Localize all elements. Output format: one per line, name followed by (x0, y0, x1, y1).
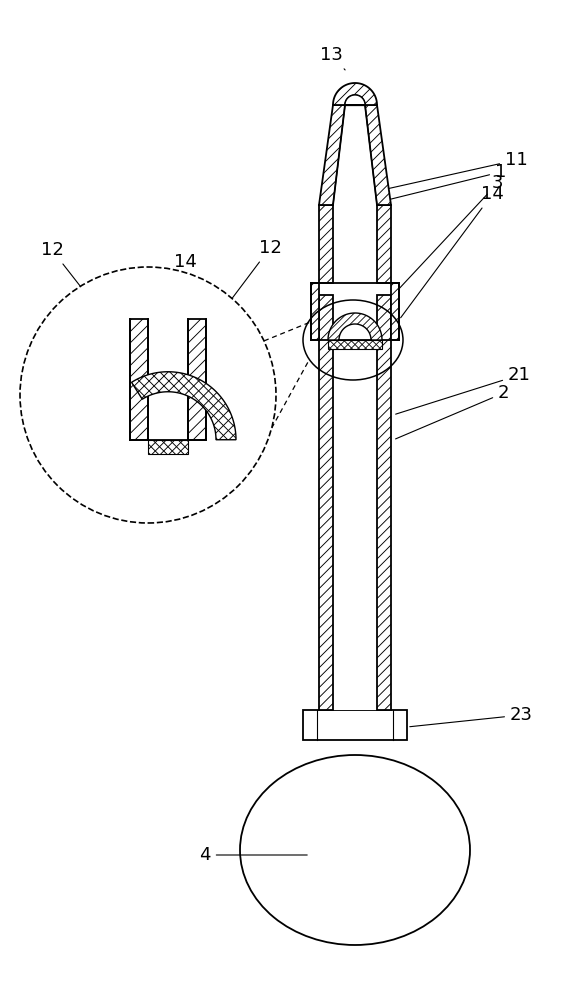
Text: 3: 3 (384, 174, 503, 305)
Polygon shape (328, 340, 382, 349)
Polygon shape (319, 295, 333, 710)
Bar (333, 295, 377, 710)
Text: 3: 3 (172, 470, 196, 507)
Polygon shape (311, 283, 319, 340)
Polygon shape (345, 95, 365, 105)
Text: 12: 12 (199, 239, 281, 343)
Polygon shape (333, 105, 377, 205)
Circle shape (20, 267, 276, 523)
Polygon shape (319, 205, 333, 283)
Polygon shape (131, 372, 236, 440)
Polygon shape (328, 313, 382, 340)
Polygon shape (377, 205, 391, 283)
Polygon shape (148, 440, 188, 454)
Text: 1: 1 (370, 163, 506, 204)
Text: 12: 12 (40, 241, 133, 353)
Text: 11: 11 (376, 151, 528, 191)
Ellipse shape (240, 755, 470, 945)
Polygon shape (365, 105, 391, 205)
Text: 14: 14 (401, 185, 504, 318)
Text: 4: 4 (199, 846, 307, 864)
Text: 23: 23 (410, 706, 533, 727)
Bar (333, 205, 377, 283)
Text: 22: 22 (58, 458, 150, 476)
Text: 13: 13 (320, 46, 345, 70)
Polygon shape (188, 319, 206, 440)
Text: 14: 14 (173, 253, 196, 352)
Bar (303, 710, 407, 740)
Polygon shape (333, 83, 377, 105)
Text: 2: 2 (395, 384, 509, 439)
Polygon shape (130, 319, 148, 440)
Polygon shape (319, 105, 345, 205)
Polygon shape (391, 283, 399, 340)
Text: 21: 21 (395, 366, 531, 414)
Polygon shape (377, 295, 391, 710)
